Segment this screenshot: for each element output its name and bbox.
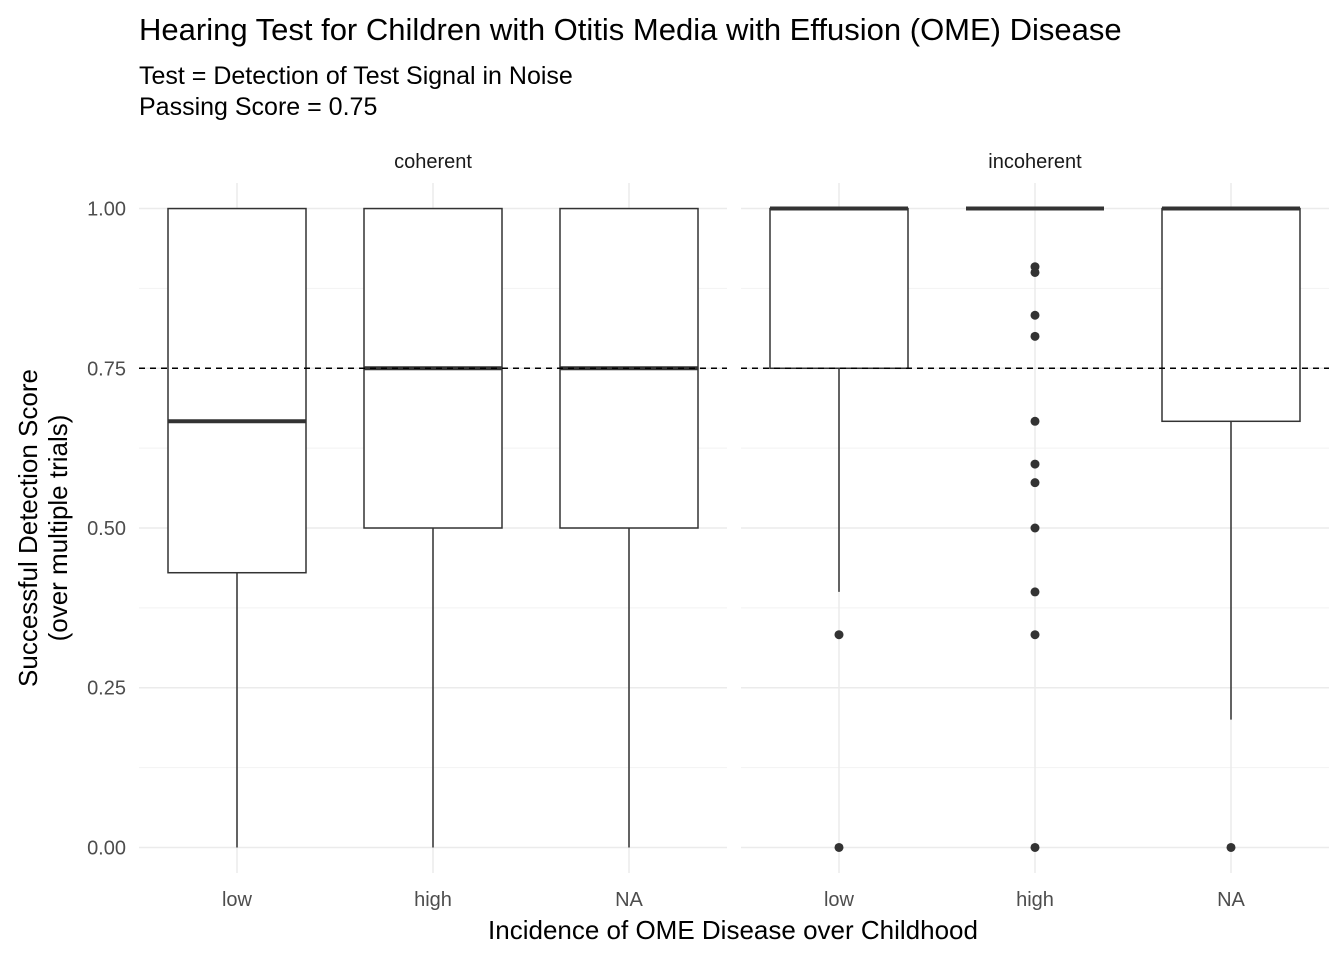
box-coherent-low — [167, 207, 307, 848]
box-incoherent-high — [966, 206, 1104, 852]
facet-label-incoherent: incoherent — [988, 151, 1082, 173]
box-coherent-NA — [559, 207, 699, 848]
outlier-point — [834, 842, 844, 852]
outlier-point — [1030, 478, 1040, 488]
x-tick-label: NA — [615, 889, 643, 911]
chart-title: Hearing Test for Children with Otitis Me… — [139, 12, 1122, 47]
chart-subtitle-line-2: Passing Score = 0.75 — [139, 93, 377, 121]
chart-subtitle-line-1: Test = Detection of Test Signal in Noise — [139, 62, 573, 90]
outlier-point — [1030, 587, 1040, 597]
y-axis-title-line-2: (over multiple trials) — [43, 415, 73, 642]
outlier-point — [1030, 630, 1040, 640]
y-axis-title-line-1: Successful Detection Score — [13, 369, 43, 687]
facet-panel-coherent: coherent low high NA — [139, 151, 727, 911]
y-tick-label: 0.75 — [87, 358, 126, 380]
y-tick-label: 0.50 — [87, 518, 126, 540]
outlier-point — [1030, 459, 1040, 469]
x-tick-label: low — [222, 889, 253, 911]
y-tick-label: 0.00 — [87, 837, 126, 859]
outlier-point — [1030, 310, 1040, 320]
facet-panels: coherent low high NA incoherent low high NA — [139, 151, 1329, 911]
facet-label-coherent: coherent — [394, 151, 472, 173]
box-iqr — [167, 207, 307, 574]
y-tick-label: 0.25 — [87, 678, 126, 700]
box-iqr — [769, 207, 909, 370]
y-axis-title: Successful Detection Score (over multipl… — [13, 369, 73, 687]
outlier-point — [1030, 267, 1040, 277]
box-incoherent-NA — [1161, 206, 1301, 852]
x-tick-label: low — [824, 889, 855, 911]
outlier-point — [834, 630, 844, 640]
box-iqr — [1161, 207, 1301, 423]
x-tick-label: high — [1016, 889, 1054, 911]
box-coherent-high — [363, 207, 503, 848]
x-tick-label: high — [414, 889, 452, 911]
x-tick-label: NA — [1217, 889, 1245, 911]
x-axis-title: Incidence of OME Disease over Childhood — [488, 915, 978, 945]
y-tick-label: 1.00 — [87, 199, 126, 221]
outlier-point — [1030, 416, 1040, 426]
outlier-point — [1030, 523, 1040, 533]
y-axis: 0.00 0.25 0.50 0.75 1.00 — [87, 199, 126, 860]
outlier-point — [1030, 331, 1040, 341]
outlier-point — [1226, 842, 1236, 852]
outlier-point — [1030, 842, 1040, 852]
box-incoherent-low — [769, 206, 909, 852]
facet-panel-incoherent: incoherent low high NA — [741, 151, 1329, 911]
